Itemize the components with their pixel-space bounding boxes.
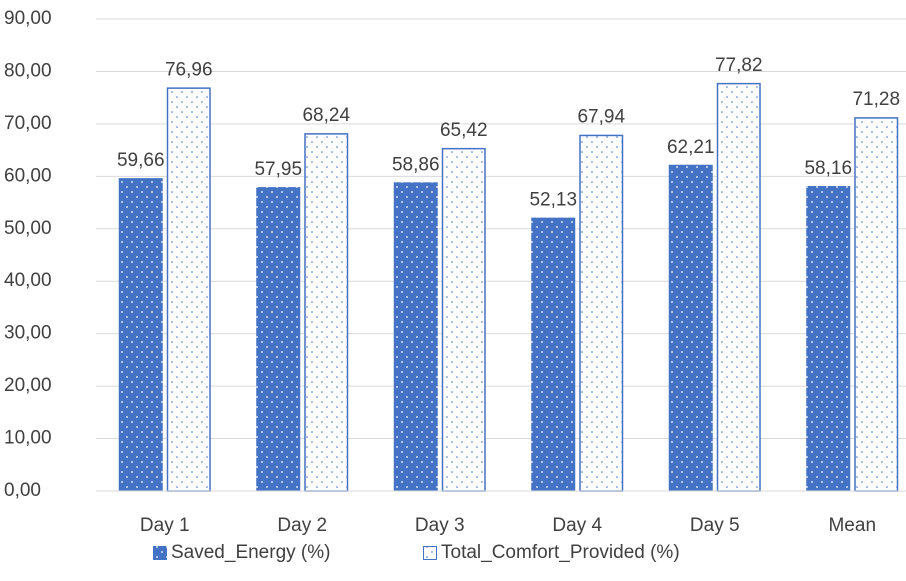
bar (668, 164, 713, 492)
y-tick-label: 10,00 (4, 428, 52, 449)
bar (716, 82, 761, 492)
data-label: 65,42 (440, 120, 488, 141)
y-tick-label: 30,00 (4, 323, 52, 344)
data-label: 68,24 (302, 105, 350, 126)
x-tick-label: Day 1 (140, 515, 190, 536)
bar (393, 182, 438, 491)
bar (441, 147, 486, 492)
data-label: 58,16 (804, 158, 852, 179)
y-tick-label: 20,00 (4, 375, 52, 396)
x-tick-label: Day 3 (415, 515, 465, 536)
legend-label: Total_Comfort_Provided (%) (441, 542, 680, 563)
data-label: 58,86 (392, 154, 440, 175)
y-tick-label: 0,00 (4, 480, 41, 501)
data-label: 59,66 (117, 150, 165, 171)
y-tick-label: 60,00 (4, 165, 52, 186)
y-tick-label: 80,00 (4, 60, 52, 81)
x-tick-label: Day 5 (690, 515, 740, 536)
data-label: 57,95 (254, 159, 302, 180)
bar (256, 187, 301, 491)
data-label: 52,13 (529, 190, 577, 211)
y-tick-label: 50,00 (4, 218, 52, 239)
y-tick-label: 70,00 (4, 113, 52, 134)
data-label: 71,28 (852, 89, 900, 110)
bar (304, 133, 349, 492)
legend-swatch (153, 546, 167, 560)
bar (531, 217, 576, 491)
x-tick-label: Day 2 (277, 515, 327, 536)
legend-label: Saved_Energy (%) (171, 542, 330, 563)
y-tick-label: 40,00 (4, 270, 52, 291)
y-tick-label: 90,00 (4, 8, 52, 29)
legend-swatch (423, 546, 437, 560)
data-label: 62,21 (667, 137, 715, 158)
data-label: 67,94 (577, 107, 625, 128)
bar (118, 178, 163, 491)
data-label: 77,82 (715, 55, 763, 76)
data-label: 76,96 (165, 59, 213, 80)
bar (854, 117, 899, 492)
bar (579, 134, 624, 492)
bar (806, 185, 851, 492)
x-tick-label: Mean (828, 515, 876, 536)
x-tick-label: Day 4 (552, 515, 602, 536)
bar (166, 87, 211, 492)
